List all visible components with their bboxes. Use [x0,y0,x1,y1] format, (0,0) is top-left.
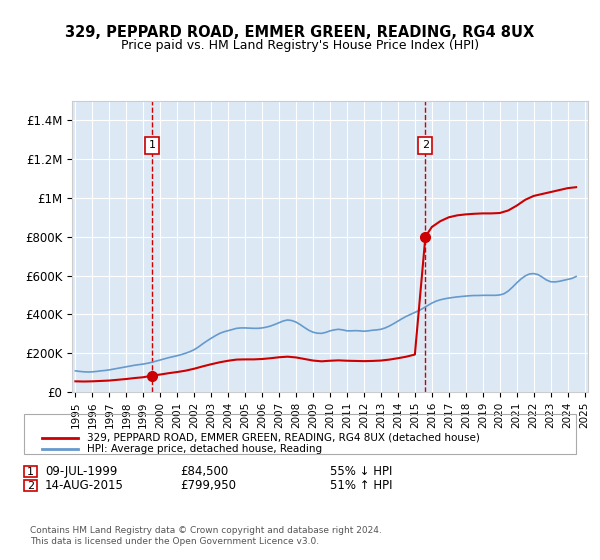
Text: 55% ↓ HPI: 55% ↓ HPI [330,465,392,478]
Text: 329, PEPPARD ROAD, EMMER GREEN, READING, RG4 8UX (detached house): 329, PEPPARD ROAD, EMMER GREEN, READING,… [87,433,480,443]
Text: £84,500: £84,500 [180,465,228,478]
Text: HPI: Average price, detached house, Reading: HPI: Average price, detached house, Read… [87,444,322,454]
Text: 09-JUL-1999: 09-JUL-1999 [45,465,118,478]
Text: 1: 1 [27,466,34,477]
Text: Contains HM Land Registry data © Crown copyright and database right 2024.
This d: Contains HM Land Registry data © Crown c… [30,526,382,546]
Text: 2: 2 [422,141,429,151]
Text: 2: 2 [27,480,34,491]
Text: 329, PEPPARD ROAD, EMMER GREEN, READING, RG4 8UX: 329, PEPPARD ROAD, EMMER GREEN, READING,… [65,25,535,40]
Text: 14-AUG-2015: 14-AUG-2015 [45,479,124,492]
Text: 51% ↑ HPI: 51% ↑ HPI [330,479,392,492]
Text: 1: 1 [149,141,155,151]
Text: £799,950: £799,950 [180,479,236,492]
Text: Price paid vs. HM Land Registry's House Price Index (HPI): Price paid vs. HM Land Registry's House … [121,39,479,52]
